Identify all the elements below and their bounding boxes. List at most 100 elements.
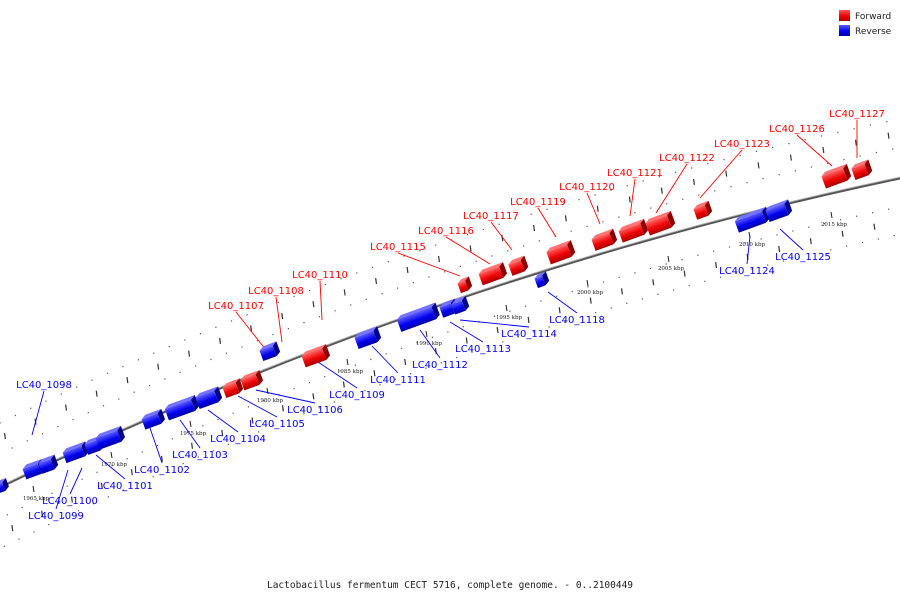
- track-dot: [792, 230, 794, 232]
- track-dot: [435, 244, 437, 246]
- leader-line-lc40-1105: [237, 395, 278, 418]
- gene-lc40-1115[interactable]: [457, 276, 474, 294]
- gene-label-lc40-1105[interactable]: LC40_1105: [249, 419, 305, 430]
- gene-lc40-1124[interactable]: [734, 206, 771, 233]
- scale-tick-label: 1990 kbp: [416, 341, 443, 347]
- gene-lc40-1119[interactable]: [545, 240, 576, 265]
- track-dot: [618, 216, 620, 218]
- leader-line-lc40-1113: [449, 321, 484, 343]
- leader-line-lc40-1119: [537, 207, 557, 238]
- genome-backbone-line: [0, 176, 900, 489]
- gene-label-lc40-1126[interactable]: LC40_1126: [769, 124, 825, 135]
- leader-line-lc40-1106: [255, 389, 316, 404]
- gene-label-lc40-1119[interactable]: LC40_1119: [510, 197, 566, 208]
- gene-label-lc40-1099[interactable]: LC40_1099: [28, 511, 84, 522]
- gene-label-lc40-1108[interactable]: LC40_1108: [248, 286, 304, 297]
- gene-lc40-1101[interactable]: [62, 441, 90, 464]
- gene-lc40-1116[interactable]: [478, 262, 509, 286]
- gene-lc40-1106[interactable]: [195, 386, 224, 410]
- track-dot: [385, 353, 387, 355]
- track-dot: [148, 384, 151, 387]
- gene-label-lc40-1110[interactable]: LC40_1110: [292, 270, 348, 281]
- gene-label-lc40-1124[interactable]: LC40_1124: [719, 266, 775, 277]
- leader-line-lc40-1108: [275, 296, 283, 343]
- gene-lc40-1127[interactable]: [850, 159, 873, 181]
- track-dot: [444, 271, 446, 273]
- track-dash: [221, 429, 224, 437]
- gene-label-lc40-1123[interactable]: LC40_1123: [714, 139, 770, 150]
- track-dash: [841, 230, 844, 237]
- gene-lc40-1120[interactable]: [590, 228, 618, 251]
- gene-side-face: [609, 228, 618, 245]
- track-dot: [48, 524, 50, 526]
- gene-label-lc40-1107[interactable]: LC40_1107: [208, 301, 264, 312]
- gene-label-lc40-1101[interactable]: LC40_1101: [97, 481, 153, 492]
- track-dot: [354, 364, 356, 366]
- gene-label-lc40-1098[interactable]: LC40_1098: [16, 380, 72, 391]
- gene-label-lc40-1111[interactable]: LC40_1111: [370, 375, 426, 386]
- gene-label-lc40-1125[interactable]: LC40_1125: [775, 252, 831, 263]
- gene-side-face: [191, 395, 199, 411]
- gene-lc40-1118[interactable]: [534, 271, 551, 289]
- leader-line-lc40-1112: [419, 329, 441, 359]
- gene-label-lc40-1102[interactable]: LC40_1102: [134, 465, 190, 476]
- gene-lc40-1109[interactable]: [259, 341, 282, 362]
- leader-line-lc40-1111: [371, 345, 399, 374]
- gene-label-lc40-1120[interactable]: LC40_1120: [559, 182, 615, 193]
- gene-label-lc40-1113[interactable]: LC40_1113: [455, 344, 511, 355]
- gene-lc40-1126[interactable]: [820, 163, 852, 189]
- gene-lc40-1104[interactable]: [141, 408, 166, 430]
- gene-label-lc40-1100[interactable]: LC40_1100: [42, 496, 98, 507]
- gene-lc40-1107[interactable]: [222, 378, 245, 399]
- leader-line-lc40-1107: [235, 311, 267, 351]
- gene-label-lc40-1114[interactable]: LC40_1114: [501, 329, 557, 340]
- gene-label-lc40-1106[interactable]: LC40_1106: [287, 405, 343, 416]
- track-dot: [33, 531, 35, 533]
- track-dot: [562, 203, 564, 205]
- gene-front-face: [396, 307, 437, 332]
- gene-lc40-1121[interactable]: [618, 218, 649, 243]
- gene-top-face: [457, 276, 469, 284]
- gene-lc40-1114[interactable]: [450, 295, 470, 315]
- track-dot: [538, 240, 540, 242]
- gene-lc40-1098[interactable]: [0, 478, 10, 495]
- gene-lc40-1111[interactable]: [354, 326, 383, 350]
- gene-label-lc40-1115[interactable]: LC40_1115: [370, 242, 426, 253]
- gene-lc40-1123[interactable]: [692, 200, 713, 220]
- gene-label-lc40-1104[interactable]: LC40_1104: [210, 434, 266, 445]
- gene-label-lc40-1127[interactable]: LC40_1127: [829, 109, 885, 120]
- leader-line-lc40-1100: [69, 467, 83, 495]
- gene-side-face: [520, 255, 529, 272]
- track-dot: [225, 352, 228, 354]
- gene-lc40-1105[interactable]: [164, 395, 200, 421]
- gene-lc40-1110[interactable]: [301, 344, 332, 368]
- gene-lc40-1103[interactable]: [95, 425, 126, 450]
- track-dot: [475, 260, 477, 262]
- gene-lc40-1117[interactable]: [507, 255, 529, 276]
- gene-label-lc40-1103[interactable]: LC40_1103: [172, 450, 228, 461]
- gene-lc40-1125[interactable]: [765, 199, 794, 223]
- track-dash: [312, 301, 315, 308]
- track-dot: [26, 440, 28, 442]
- gene-side-face: [640, 218, 649, 235]
- gene-lc40-1112[interactable]: [396, 302, 441, 332]
- gene-label-lc40-1109[interactable]: LC40_1109: [329, 390, 385, 401]
- gene-label-lc40-1112[interactable]: LC40_1112: [412, 360, 468, 371]
- scale-tick-label: 1980 kbp: [257, 398, 284, 404]
- gene-label-lc40-1118[interactable]: LC40_1118: [549, 315, 605, 326]
- track-dot: [840, 219, 842, 221]
- track-dot: [212, 450, 214, 452]
- gene-lc40-1122[interactable]: [644, 210, 676, 236]
- gene-front-face: [851, 163, 869, 181]
- track-dot: [798, 256, 800, 258]
- gene-label-lc40-1121[interactable]: LC40_1121: [607, 168, 663, 179]
- track-dot: [682, 198, 684, 200]
- track-dot: [6, 514, 8, 516]
- gene-label-lc40-1116[interactable]: LC40_1116: [418, 226, 474, 237]
- gene-lc40-1108[interactable]: [240, 370, 265, 391]
- gene-label-lc40-1117[interactable]: LC40_1117: [463, 211, 519, 222]
- gene-label-lc40-1122[interactable]: LC40_1122: [659, 153, 715, 164]
- track-dash: [251, 417, 254, 424]
- track-dash: [404, 358, 407, 366]
- gene-lc40-1100[interactable]: [37, 454, 59, 474]
